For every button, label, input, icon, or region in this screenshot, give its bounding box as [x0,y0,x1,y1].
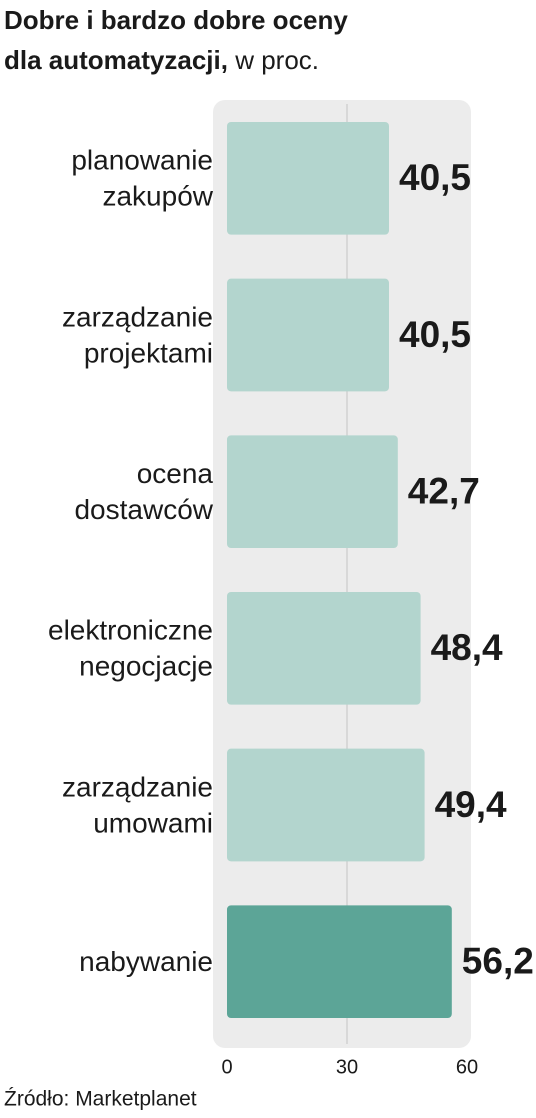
bar [227,278,389,392]
chart-subtitle: w proc. [234,45,319,75]
value-label: 40,5 [399,157,471,198]
category-label: projektami [84,337,213,368]
value-label: 42,7 [408,470,480,511]
category-label: ocena [137,458,214,489]
category-label: zarządzanie [62,301,213,332]
chart-title: Dobre i bardzo dobre oceny [4,5,348,35]
bar [227,592,421,705]
value-label: 40,5 [399,314,471,355]
value-label: 56,2 [462,940,534,981]
x-tick-label: 30 [336,1056,358,1078]
bar [227,905,452,1018]
value-label: 49,4 [435,784,507,825]
bar [227,748,425,862]
chart-title: dla automatyzacji, [4,45,228,75]
x-tick-label: 60 [456,1056,478,1078]
category-label: elektroniczne [48,615,213,646]
category-label: zarządzanie [62,771,213,802]
source: Źródło: Marketplanet [4,1088,197,1111]
value-label: 48,4 [431,627,503,668]
category-label: dostawców [74,494,213,525]
category-label: negocjacje [79,651,213,682]
category-label: planowanie [71,145,213,176]
category-label: umowami [93,807,213,838]
bar [227,122,389,235]
category-label: nabywanie [79,946,213,977]
bar [227,435,398,548]
chart-title: dla automatyzacji, w proc. [4,45,319,75]
x-tick-label: 0 [221,1056,232,1078]
category-label: zakupów [102,181,213,212]
